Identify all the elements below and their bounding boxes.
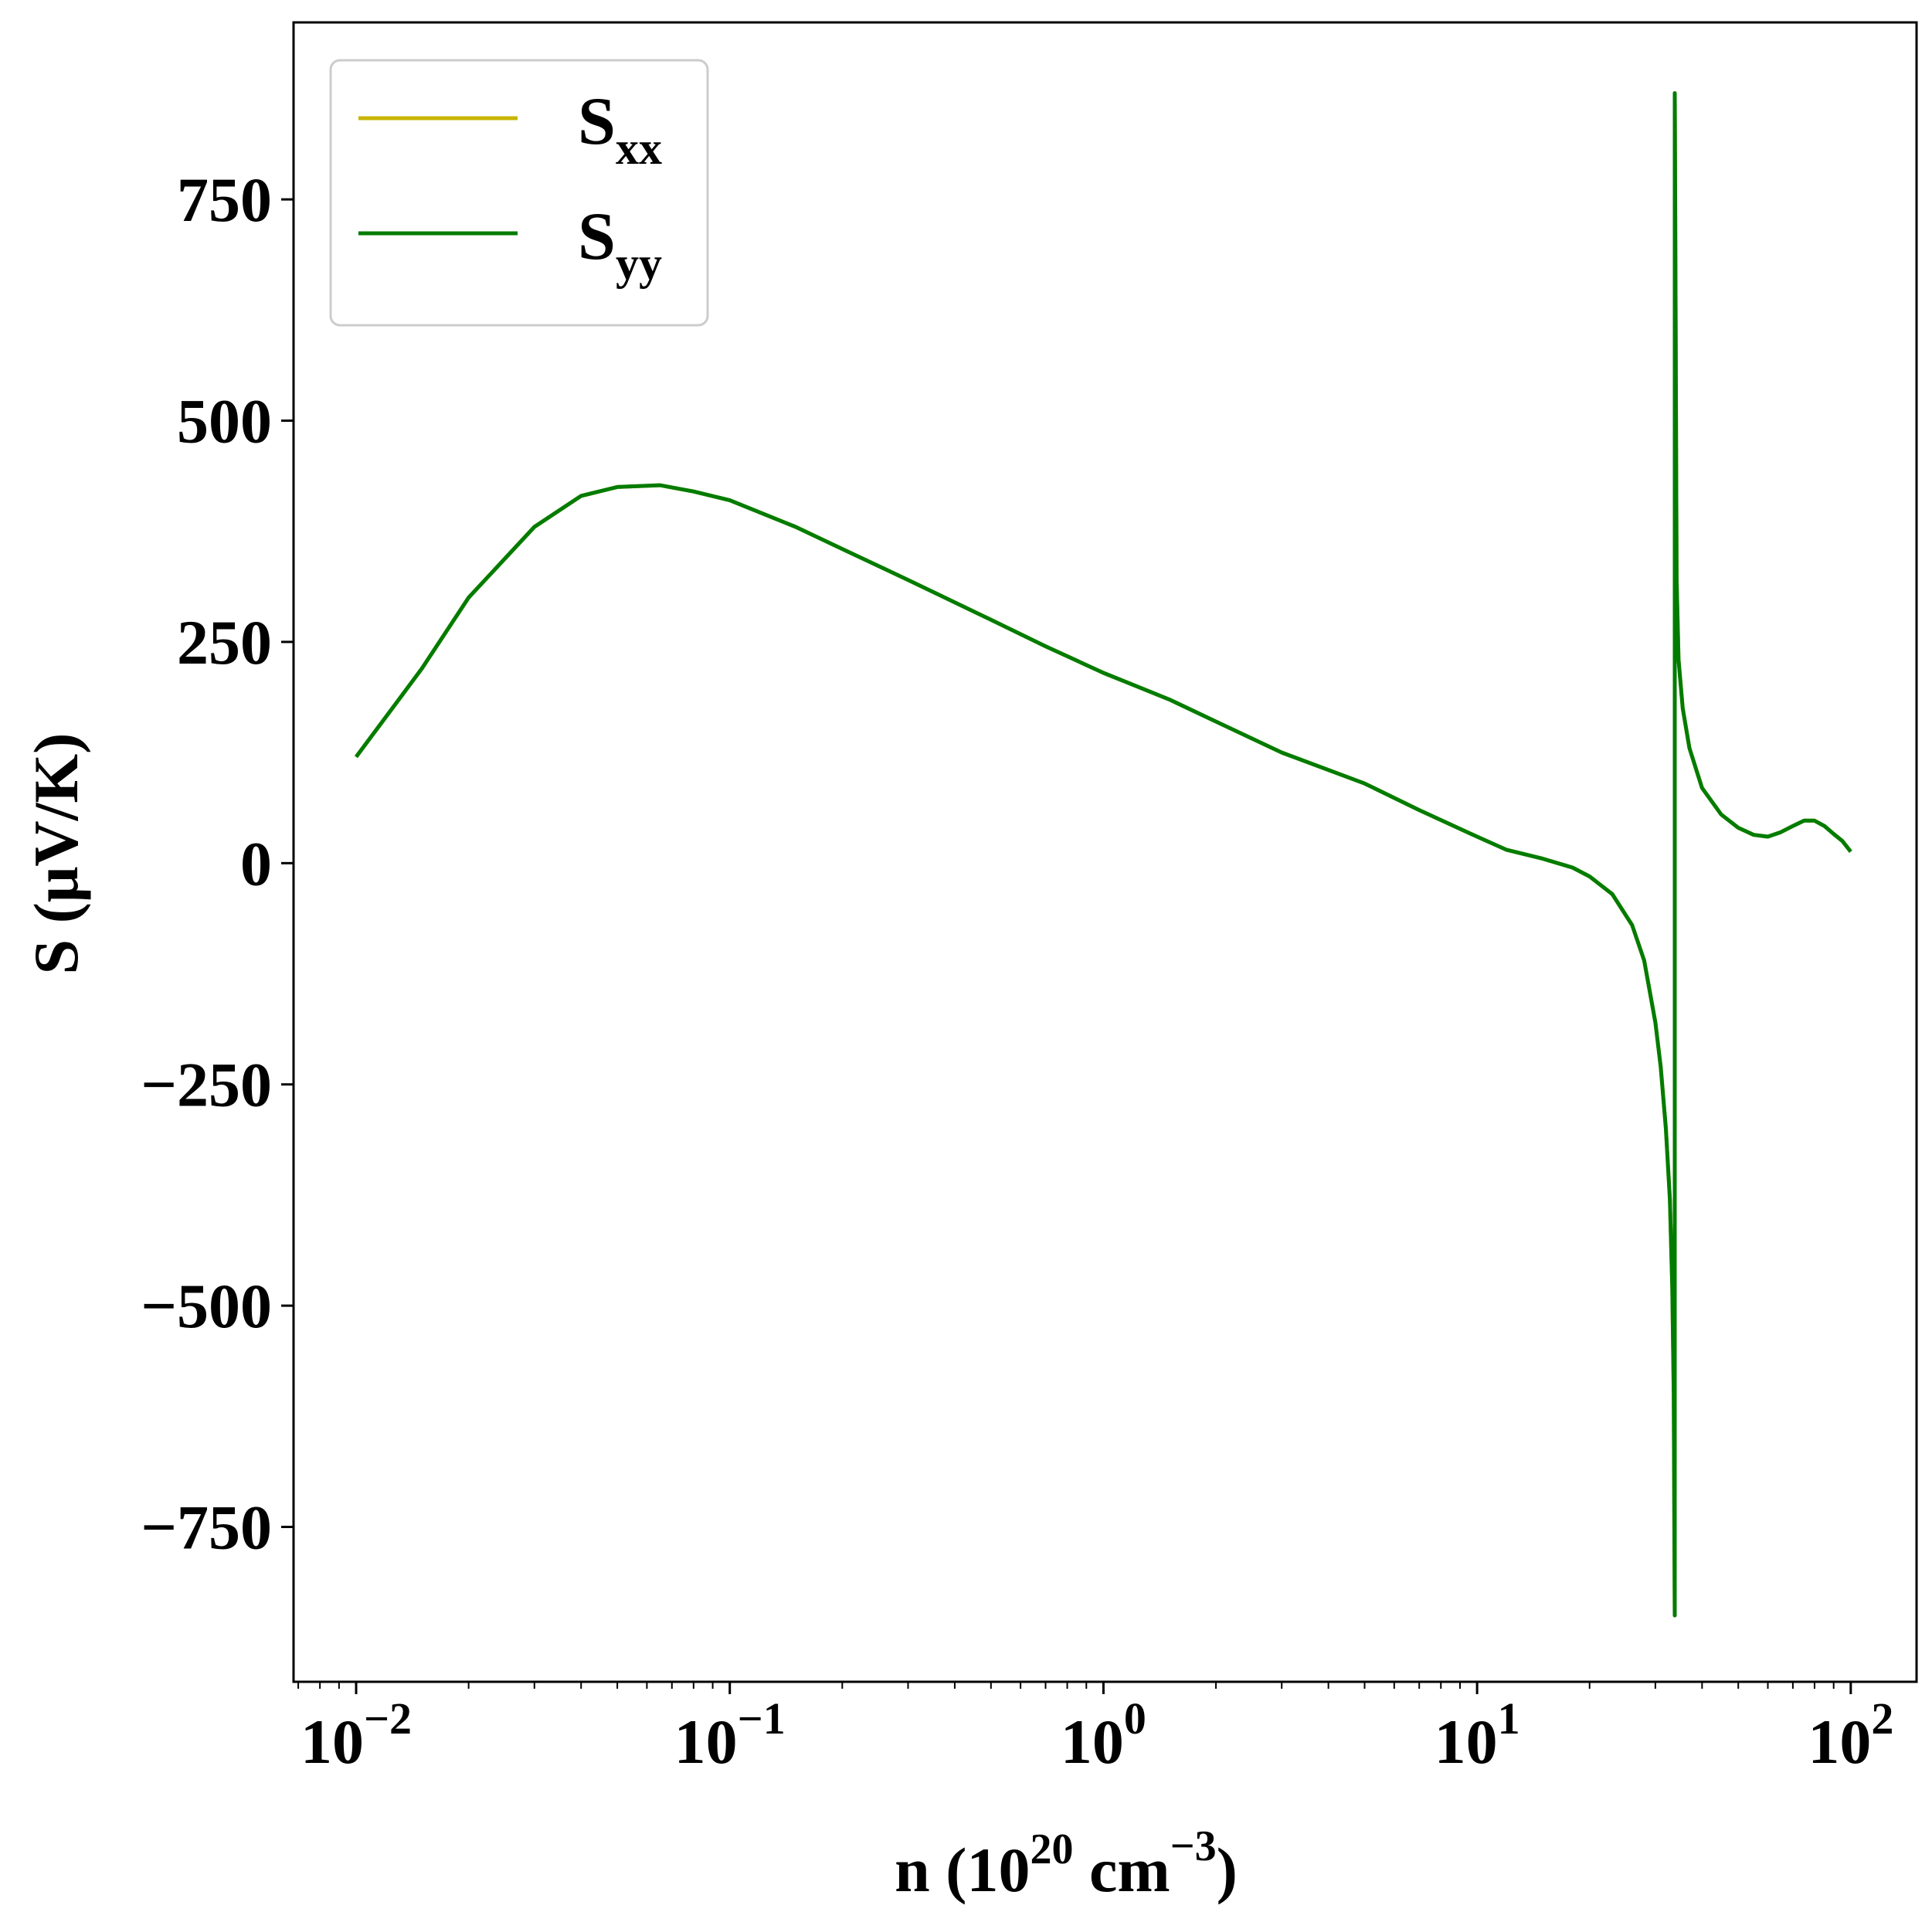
- y-tick-label: −500: [141, 1271, 272, 1341]
- y-tick-label: −750: [141, 1493, 272, 1563]
- x-tick-label: 101: [1435, 1693, 1520, 1777]
- legend-label-sxx: Sxx: [578, 84, 662, 174]
- plot-frame: [292, 21, 1918, 1683]
- legend-box: [329, 59, 709, 327]
- series-line-syy: [354, 91, 1852, 1618]
- x-axis-label: n (1020 cm−3): [895, 1822, 1238, 1905]
- y-tick-label: 750: [177, 165, 272, 235]
- y-tick-label: 500: [177, 386, 272, 457]
- y-axis-label: S (μV/K): [21, 733, 91, 975]
- y-tick-label: 250: [177, 607, 272, 678]
- legend: Sxx Syy: [329, 59, 709, 327]
- x-tick-label: 10−2: [300, 1693, 412, 1777]
- x-tick-label: 100: [1061, 1693, 1146, 1777]
- y-tick-label: 0: [240, 828, 272, 898]
- x-tick-label: 10−1: [674, 1693, 786, 1777]
- y-tick-label: −250: [141, 1050, 272, 1120]
- x-tick-label: 102: [1808, 1693, 1893, 1777]
- legend-label-syy: Syy: [578, 199, 662, 289]
